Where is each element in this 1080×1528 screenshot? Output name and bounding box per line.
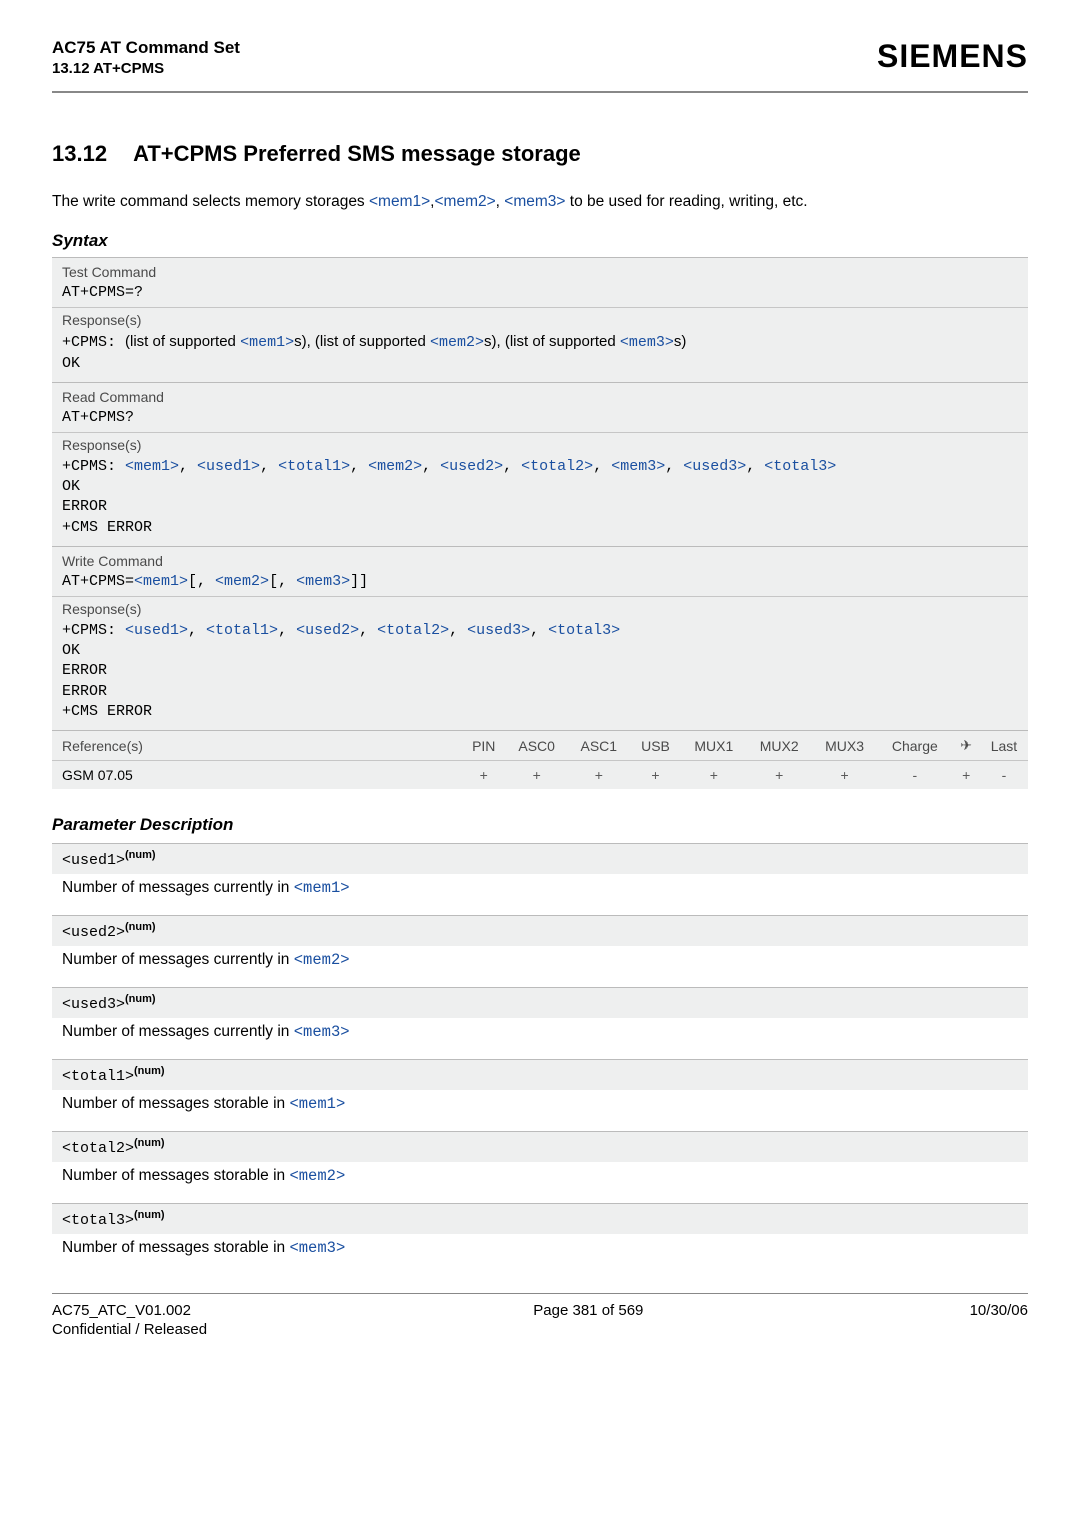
param-used1-desc: Number of messages currently in <mem1> <box>52 874 1028 907</box>
mem2-link[interactable]: <mem2> <box>294 951 350 969</box>
total3-link[interactable]: <total3> <box>548 622 620 639</box>
total2-link[interactable]: <total2> <box>521 458 593 475</box>
total2-link[interactable]: <total2> <box>377 622 449 639</box>
section-number: 13.12 <box>52 141 107 167</box>
param-total3-desc: Number of messages storable in <mem3> <box>52 1234 1028 1267</box>
col-usb: USB <box>630 731 681 761</box>
table-cell: + <box>568 761 630 790</box>
mem1-link[interactable]: <mem1> <box>294 879 350 897</box>
response-label: Response(s) <box>52 307 1028 330</box>
mem2-link[interactable]: <mem2> <box>289 1167 345 1185</box>
table-cell: + <box>747 761 812 790</box>
col-charge: Charge <box>877 731 952 761</box>
used3-link[interactable]: <used3> <box>683 458 746 475</box>
col-last: Last <box>980 731 1028 761</box>
mem3-link[interactable]: <mem3> <box>289 1239 345 1257</box>
param-desc-heading: Parameter Description <box>52 815 1028 835</box>
param-total2-desc: Number of messages storable in <mem2> <box>52 1162 1028 1195</box>
table-cell: + <box>952 761 980 790</box>
col-asc0: ASC0 <box>506 731 568 761</box>
table-cell: - <box>980 761 1028 790</box>
mem1-link[interactable]: <mem1> <box>369 193 430 210</box>
response-label: Response(s) <box>52 596 1028 619</box>
write-command-label: Write Command <box>52 547 1028 571</box>
used1-link[interactable]: <used1> <box>197 458 260 475</box>
mem3-link[interactable]: <mem3> <box>294 1023 350 1041</box>
read-command-block: Read Command AT+CPMS? Response(s) +CPMS:… <box>52 382 1028 546</box>
table-cell: + <box>630 761 681 790</box>
brand-logo: SIEMENS <box>877 38 1028 75</box>
used1-link[interactable]: <used1> <box>125 622 188 639</box>
col-airplane-icon: ✈ <box>952 731 980 761</box>
table-cell: - <box>877 761 952 790</box>
param-used1: <used1>(num) <box>52 843 1028 874</box>
mem3-link[interactable]: <mem3> <box>611 458 665 475</box>
footer-version: AC75_ATC_V01.002 <box>52 1302 207 1319</box>
mem1-link[interactable]: <mem1> <box>240 334 294 351</box>
col-mux3: MUX3 <box>812 731 877 761</box>
param-used2-desc: Number of messages currently in <mem2> <box>52 946 1028 979</box>
doc-subtitle: 13.12 AT+CPMS <box>52 60 240 77</box>
header-rule <box>52 91 1028 93</box>
write-response: +CPMS: <used1>, <total1>, <used2>, <tota… <box>52 619 1028 730</box>
col-pin: PIN <box>462 731 506 761</box>
test-response: +CPMS: (list of supported <mem1>s), (lis… <box>52 330 1028 382</box>
response-label: Response(s) <box>52 432 1028 455</box>
param-used2: <used2>(num) <box>52 915 1028 946</box>
reference-label: Reference(s) <box>52 731 462 761</box>
total1-link[interactable]: <total1> <box>278 458 350 475</box>
used3-link[interactable]: <used3> <box>467 622 530 639</box>
col-mux1: MUX1 <box>681 731 746 761</box>
param-total3: <total3>(num) <box>52 1203 1028 1234</box>
test-command-block: Test Command AT+CPMS=? Response(s) +CPMS… <box>52 257 1028 382</box>
footer-date: 10/30/06 <box>970 1302 1028 1338</box>
param-used3: <used3>(num) <box>52 987 1028 1018</box>
intro-paragraph: The write command selects memory storage… <box>52 191 1028 213</box>
param-total2: <total2>(num) <box>52 1131 1028 1162</box>
mem3-link[interactable]: <mem3> <box>504 193 565 210</box>
used2-link[interactable]: <used2> <box>296 622 359 639</box>
table-cell: + <box>681 761 746 790</box>
col-asc1: ASC1 <box>568 731 630 761</box>
col-mux2: MUX2 <box>747 731 812 761</box>
page-header: AC75 AT Command Set 13.12 AT+CPMS SIEMEN… <box>52 38 1028 77</box>
read-command-label: Read Command <box>52 383 1028 407</box>
mem3-link[interactable]: <mem3> <box>296 573 350 590</box>
total3-link[interactable]: <total3> <box>764 458 836 475</box>
used2-link[interactable]: <used2> <box>440 458 503 475</box>
table-cell: + <box>812 761 877 790</box>
footer-page: Page 381 of 569 <box>533 1302 643 1338</box>
read-command-code: AT+CPMS? <box>52 407 1028 432</box>
table-cell: + <box>506 761 568 790</box>
section-heading: 13.12 AT+CPMS Preferred SMS message stora… <box>52 141 1028 167</box>
footer-classification: Confidential / Released <box>52 1321 207 1338</box>
mem2-link[interactable]: <mem2> <box>368 458 422 475</box>
reference-table: Reference(s) PIN ASC0 ASC1 USB MUX1 MUX2… <box>52 730 1028 789</box>
param-total1-desc: Number of messages storable in <mem1> <box>52 1090 1028 1123</box>
mem3-link[interactable]: <mem3> <box>620 334 674 351</box>
mem1-link[interactable]: <mem1> <box>125 458 179 475</box>
table-cell: + <box>462 761 506 790</box>
page-footer: AC75_ATC_V01.002 Confidential / Released… <box>52 1293 1028 1338</box>
param-total1: <total1>(num) <box>52 1059 1028 1090</box>
write-command-block: Write Command AT+CPMS=<mem1>[, <mem2>[, … <box>52 546 1028 730</box>
mem2-link[interactable]: <mem2> <box>215 573 269 590</box>
test-command-code: AT+CPMS=? <box>52 282 1028 307</box>
mem1-link[interactable]: <mem1> <box>289 1095 345 1113</box>
mem1-link[interactable]: <mem1> <box>134 573 188 590</box>
doc-title: AC75 AT Command Set <box>52 38 240 58</box>
syntax-heading: Syntax <box>52 231 1028 251</box>
read-response: +CPMS: <mem1>, <used1>, <total1>, <mem2>… <box>52 455 1028 546</box>
reference-value: GSM 07.05 <box>52 761 462 790</box>
section-title: AT+CPMS Preferred SMS message storage <box>133 141 581 166</box>
mem2-link[interactable]: <mem2> <box>430 334 484 351</box>
mem2-link[interactable]: <mem2> <box>434 193 495 210</box>
test-command-label: Test Command <box>52 258 1028 282</box>
total1-link[interactable]: <total1> <box>206 622 278 639</box>
param-used3-desc: Number of messages currently in <mem3> <box>52 1018 1028 1051</box>
write-command-code: AT+CPMS=<mem1>[, <mem2>[, <mem3>]] <box>52 571 1028 596</box>
